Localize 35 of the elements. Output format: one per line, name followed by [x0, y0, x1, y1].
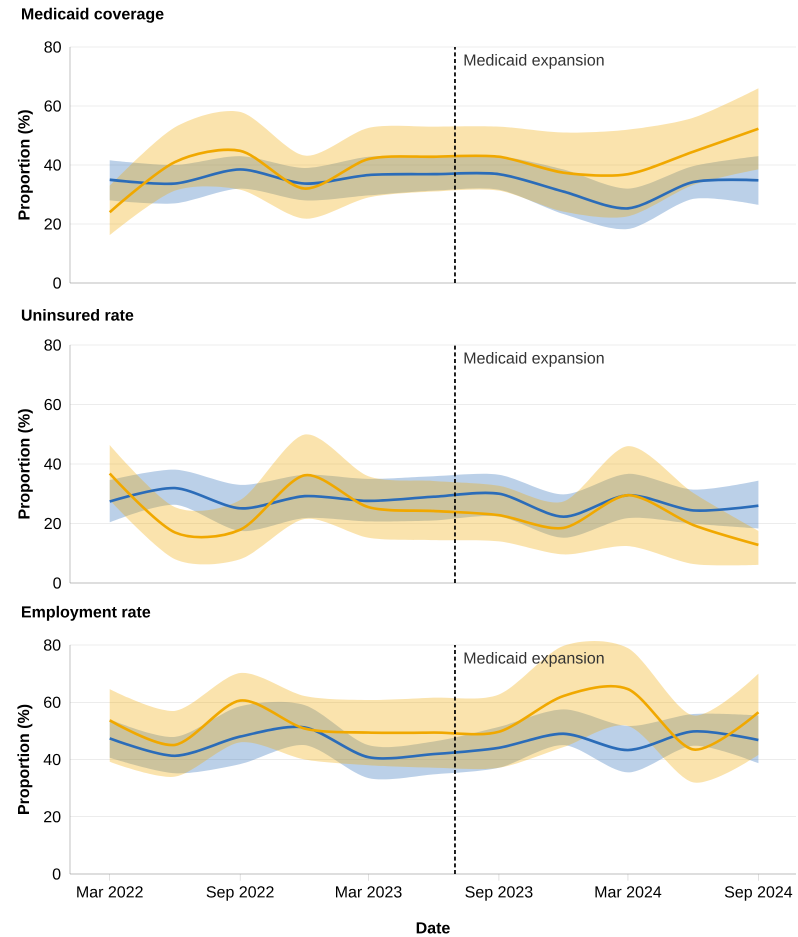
y-tick-label: 0	[52, 868, 60, 880]
x-tick-label: Sep 2024	[724, 886, 792, 901]
y-tick-label: 0	[53, 577, 61, 589]
x-tick-label: Sep 2023	[465, 886, 532, 901]
y-tick-label: 80	[44, 41, 61, 53]
y-tick-label: 40	[44, 159, 61, 171]
chart-title: Medicaid coverage	[22, 8, 164, 23]
chart-title: Uninsured rate	[22, 308, 134, 321]
y-axis-title: Proportion (%)	[18, 110, 33, 220]
y-tick-label: 60	[44, 100, 61, 112]
line-series	[108, 127, 760, 214]
y-tick-label: 20	[44, 518, 61, 530]
y-tick-label: 0	[53, 277, 61, 289]
ref-line-label: Medicaid expansion	[464, 54, 604, 69]
y-tick-label: 40	[44, 458, 61, 470]
y-tick-label: 20	[44, 218, 61, 230]
line-series	[108, 486, 760, 518]
y-tick-label: 60	[44, 398, 61, 410]
x-tick-label: Sep 2022	[206, 886, 274, 901]
x-axis-title: Date	[416, 922, 450, 934]
y-tick-label: 60	[44, 696, 60, 708]
y-tick-label: 80	[44, 639, 60, 651]
x-tick-label: Mar 2023	[336, 886, 402, 898]
y-tick-label: 20	[44, 811, 60, 822]
ref-line-label: Medicaid expansion	[464, 352, 604, 367]
x-tick-label: Mar 2022	[77, 886, 143, 898]
x-tick-label: Mar 2024	[595, 886, 662, 898]
chart-title: Employment rate	[22, 606, 150, 621]
y-tick-label: 80	[44, 339, 61, 351]
line-series	[108, 168, 760, 210]
ref-line-label: Medicaid expansion	[464, 652, 604, 667]
line-series	[108, 726, 760, 760]
y-axis-title: Proportion (%)	[18, 409, 33, 518]
y-tick-label: 40	[44, 754, 60, 766]
y-axis-title: Proportion (%)	[17, 704, 32, 814]
